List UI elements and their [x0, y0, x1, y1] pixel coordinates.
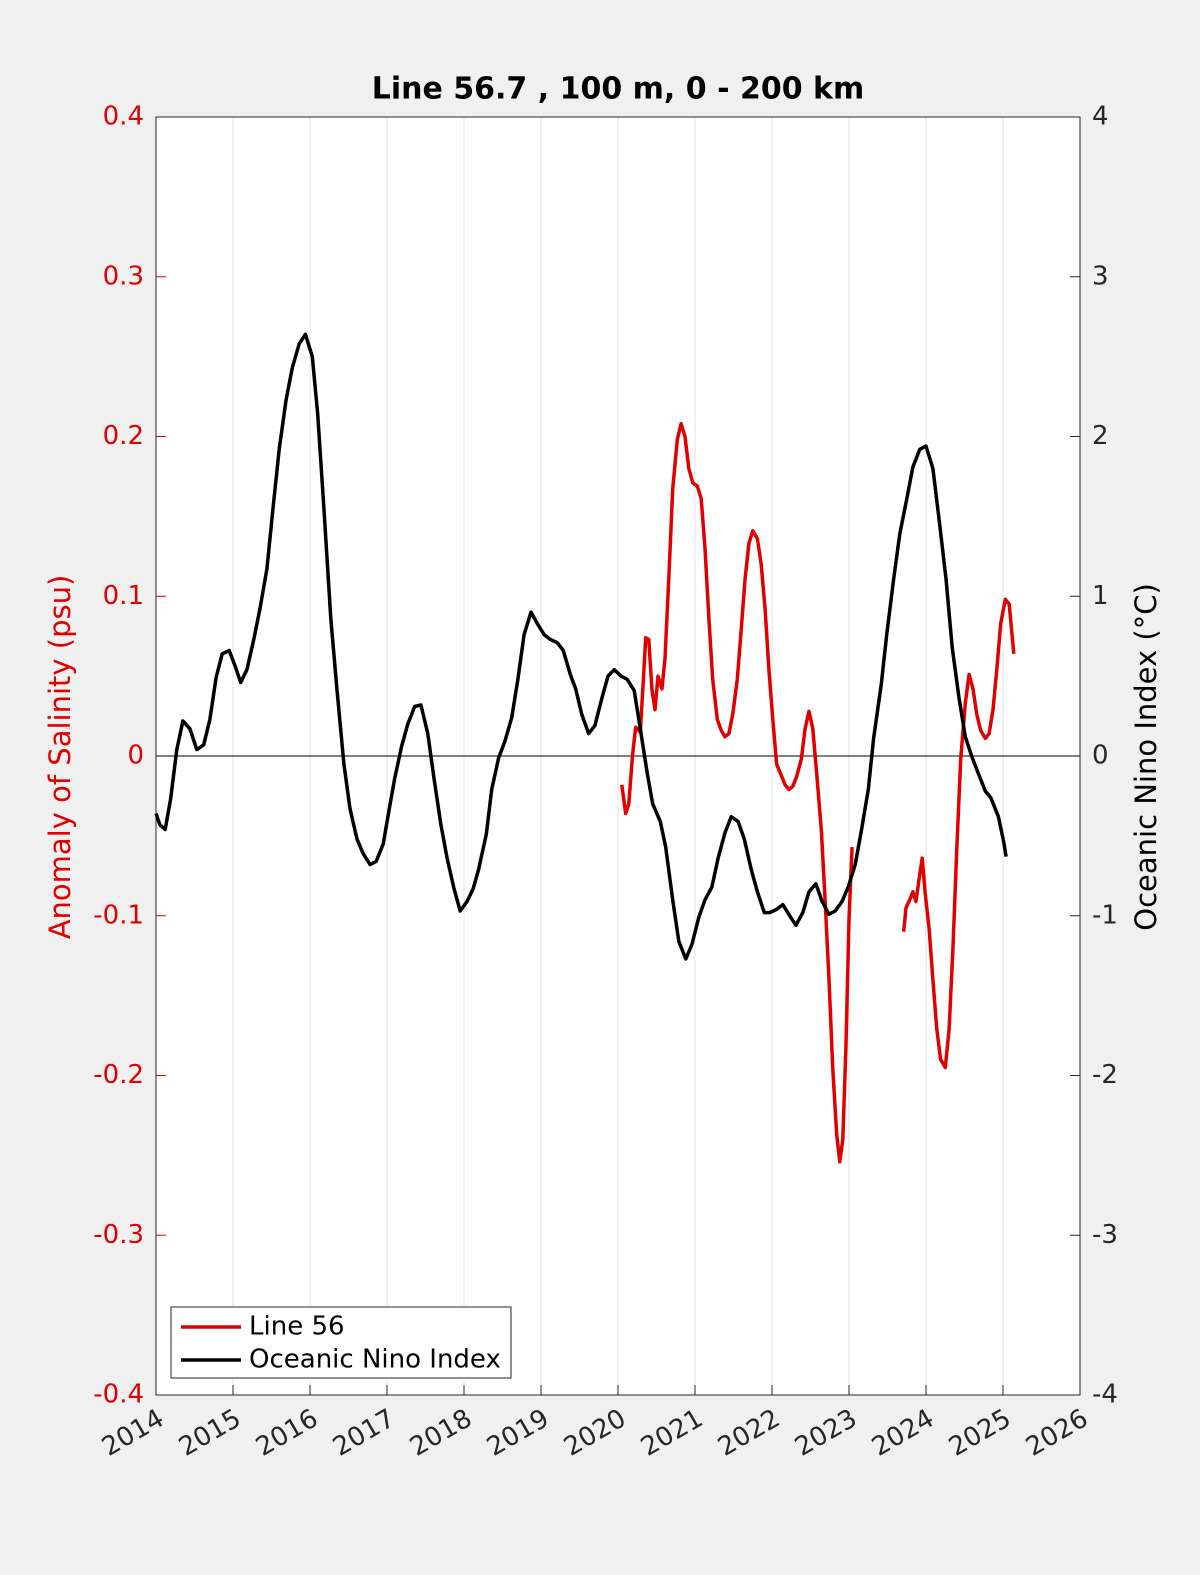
y-tick-label: -0.1 — [93, 900, 144, 930]
data-line — [154, 332, 1008, 961]
x-tick-label: 2018 — [405, 1404, 477, 1463]
x-tick-label: 2020 — [559, 1404, 631, 1463]
y-tick-label: 0 — [127, 741, 144, 771]
x-tick-label: 2017 — [328, 1404, 400, 1463]
y-tick-label: -0.2 — [93, 1060, 144, 1090]
y2-tick-label: 2 — [1092, 421, 1109, 451]
y2-tick-label: 0 — [1092, 741, 1109, 771]
data-line — [620, 421, 1016, 1164]
legend-box — [170, 1306, 512, 1379]
x-tick-label: 2022 — [713, 1404, 785, 1463]
legend-label: Line 56 — [249, 1312, 345, 1342]
y2-tick-label: -4 — [1092, 1380, 1118, 1410]
y2-tick-label: 3 — [1092, 261, 1109, 291]
x-tick-label: 2021 — [636, 1404, 708, 1463]
x-tick-label: 2023 — [790, 1404, 862, 1463]
plot-frame — [155, 116, 1081, 1396]
y-tick-label: -0.3 — [93, 1220, 144, 1250]
x-tick-label: 2026 — [1021, 1404, 1093, 1463]
x-tick-label: 2016 — [251, 1404, 323, 1463]
x-tick-label: 2024 — [867, 1404, 939, 1463]
x-tick-label: 2014 — [97, 1404, 169, 1463]
legend-label: Oceanic Nino Index — [249, 1345, 501, 1375]
y2-tick-label: -3 — [1092, 1220, 1118, 1250]
y2-tick-label: -2 — [1092, 1060, 1118, 1090]
x-tick-label: 2015 — [174, 1404, 246, 1463]
y-axis-label: Anomaly of Salinity (psu) — [43, 575, 77, 940]
y-tick-label: 0.4 — [103, 102, 144, 132]
y2-tick-label: -1 — [1092, 900, 1118, 930]
y2-tick-label: 1 — [1092, 581, 1109, 611]
y2-axis-label: Oceanic Nino Index (°C) — [1129, 583, 1163, 931]
x-tick-label: 2019 — [482, 1404, 554, 1463]
x-tick-label: 2025 — [944, 1404, 1016, 1463]
y-tick-label: 0.1 — [103, 581, 144, 611]
y2-tick-label: 4 — [1092, 102, 1109, 132]
y-tick-label: 0.2 — [103, 421, 144, 451]
y-tick-label: -0.4 — [93, 1380, 144, 1410]
chart-title: Line 56.7 , 100 m, 0 - 200 km — [372, 72, 865, 107]
y-tick-label: 0.3 — [103, 261, 144, 291]
